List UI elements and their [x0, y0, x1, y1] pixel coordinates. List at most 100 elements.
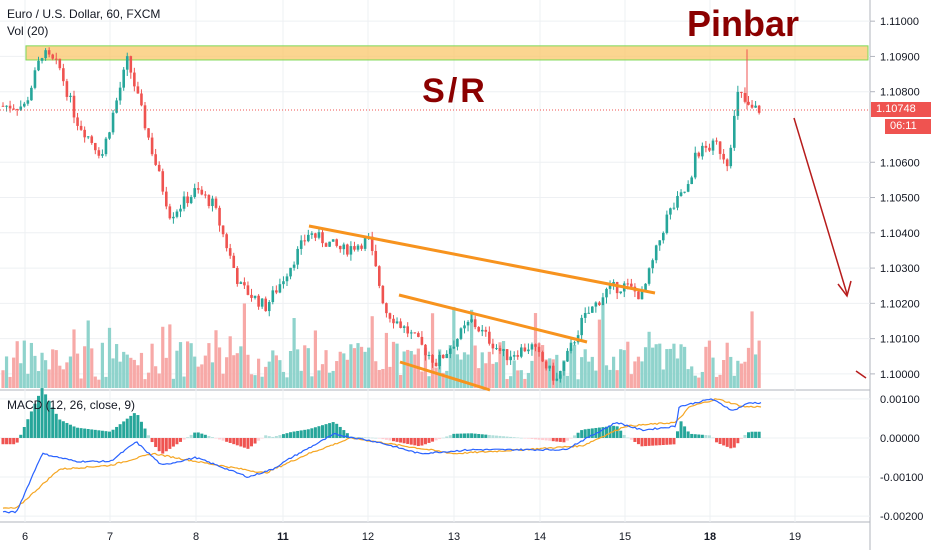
macd-histogram-bar [370, 437, 374, 439]
candle [409, 329, 413, 340]
candle-body [555, 378, 559, 381]
candle-body [331, 239, 335, 242]
volume-bar [338, 351, 342, 388]
candle [505, 349, 509, 366]
volume-bar [427, 376, 431, 388]
macd-histogram-bar [676, 431, 679, 438]
macd-histogram-bar [93, 429, 97, 438]
candle [718, 141, 722, 160]
volume-bar [377, 369, 381, 388]
volume-bar [86, 320, 90, 388]
candle [725, 158, 729, 172]
macd-histogram-bar [292, 431, 296, 438]
macd-histogram-bar [441, 437, 445, 439]
candle [573, 340, 576, 346]
price-tick-label: 1.10300 [880, 263, 920, 275]
macd-histogram-bar [718, 437, 722, 444]
candle-body [559, 370, 562, 379]
candle-body [697, 152, 701, 157]
candle-body [193, 188, 196, 197]
candle [605, 287, 608, 304]
candle-body [363, 238, 367, 249]
candle [704, 141, 708, 153]
candle [264, 296, 267, 312]
volume-bar [44, 360, 48, 388]
macd-histogram-bar [459, 433, 463, 438]
candle-body [250, 294, 253, 298]
candle [175, 209, 179, 219]
candle [115, 97, 118, 114]
candle [452, 340, 456, 350]
candle [388, 312, 392, 323]
candle [101, 149, 104, 158]
volume-indicator-label: Vol (20) [7, 24, 49, 38]
volume-bar [750, 311, 754, 388]
macd-histogram-bar [647, 437, 651, 446]
volume-bar [203, 355, 207, 388]
candle-body [612, 281, 615, 284]
candle-body [736, 91, 740, 116]
price-tick-label: 1.10100 [880, 334, 920, 346]
macd-histogram-bar [700, 434, 704, 438]
candle-body [154, 154, 157, 165]
candle-body [747, 101, 750, 105]
volume-bar [555, 354, 559, 388]
macd-histogram-bar [338, 426, 342, 438]
macd-histogram-bar [633, 437, 637, 442]
candle [353, 241, 356, 252]
volume-bar [523, 378, 527, 388]
macd-histogram-bar [232, 437, 236, 445]
candle-body [161, 171, 165, 192]
macd-histogram-bar [168, 437, 172, 449]
candle-body [349, 246, 353, 255]
macd-histogram-bar [509, 436, 513, 438]
candle-body [133, 72, 136, 87]
candle [356, 243, 360, 252]
candle-body [125, 56, 129, 70]
macd-histogram-bar [51, 407, 55, 438]
candle [608, 280, 612, 295]
candle-body [310, 233, 314, 235]
volume-bar [413, 354, 417, 388]
volume-bar [640, 361, 644, 388]
macd-histogram-bar [111, 429, 115, 438]
candle [654, 244, 658, 264]
volume-bar [29, 342, 33, 388]
candle-body [275, 290, 278, 293]
macd-histogram-bar [274, 436, 278, 438]
candle [97, 147, 101, 159]
volume-bar [15, 341, 19, 388]
macd-histogram-bar [253, 437, 257, 444]
candle [569, 337, 573, 354]
macd-histogram-bar [665, 437, 669, 445]
macd-histogram-bar [200, 433, 204, 438]
candle-body [495, 348, 498, 350]
volume-bar [51, 349, 55, 388]
macd-histogram-bar [580, 430, 584, 438]
macd-histogram-bar [1, 437, 5, 445]
candle-body [196, 188, 200, 190]
macd-histogram-bar [487, 434, 491, 438]
candle [299, 235, 303, 255]
macd-histogram-bar [72, 426, 76, 438]
macd-histogram-bar [125, 418, 129, 438]
volume-bar [157, 373, 161, 388]
candle [495, 344, 498, 351]
candle-body [537, 346, 541, 353]
candle-body [562, 361, 566, 371]
macd-tick-label: -0.00100 [880, 472, 923, 484]
volume-bar [306, 348, 310, 388]
candle [250, 288, 253, 302]
macd-histogram-bar [313, 427, 317, 438]
macd-histogram-bar [8, 437, 12, 445]
macd-histogram-bar [583, 429, 587, 438]
macd-histogram-bar [466, 433, 470, 438]
volume-bar [8, 376, 12, 388]
candle [555, 372, 559, 382]
volume-bar [402, 351, 406, 388]
macd-histogram-bar [736, 437, 740, 444]
candle-body [619, 291, 622, 294]
volume-bar [296, 349, 300, 388]
candle [211, 195, 214, 212]
